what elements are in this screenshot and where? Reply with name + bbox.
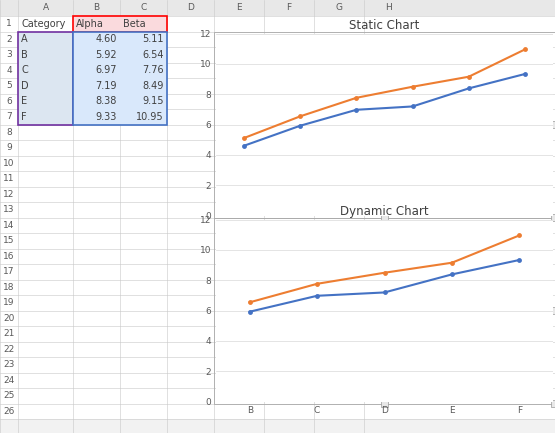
- Bar: [0, 171, 555, 187]
- Text: 17: 17: [3, 267, 15, 276]
- Bar: [381, 400, 388, 407]
- Text: 8: 8: [6, 128, 12, 137]
- Text: 6: 6: [6, 97, 12, 106]
- Bar: [0, 62, 555, 78]
- Bar: [0, 388, 555, 404]
- Text: 4: 4: [6, 66, 12, 75]
- Text: 20: 20: [3, 314, 14, 323]
- Bar: [0, 202, 555, 217]
- Bar: [381, 214, 388, 221]
- Bar: [214, 217, 555, 404]
- Text: 15: 15: [3, 236, 15, 245]
- Text: 16: 16: [3, 252, 15, 261]
- Bar: [0, 404, 555, 419]
- Text: 4.60: 4.60: [95, 34, 117, 44]
- Text: C: C: [140, 3, 147, 13]
- Text: 9: 9: [6, 143, 12, 152]
- Bar: [0, 109, 555, 125]
- Text: 5.11: 5.11: [143, 34, 164, 44]
- Text: D: D: [187, 3, 194, 13]
- Text: B: B: [93, 3, 99, 13]
- Text: 23: 23: [3, 360, 14, 369]
- Text: 9.15: 9.15: [143, 96, 164, 106]
- Bar: [0, 217, 555, 233]
- Text: 7.19: 7.19: [95, 81, 117, 91]
- Bar: [0, 372, 555, 388]
- Text: E: E: [21, 96, 27, 106]
- Bar: [0, 326, 555, 342]
- Text: 11: 11: [3, 174, 15, 183]
- Bar: [0, 187, 555, 202]
- Bar: [0, 0, 555, 16]
- Text: 6.54: 6.54: [143, 50, 164, 60]
- Bar: [0, 94, 555, 109]
- Text: A: A: [42, 3, 49, 13]
- Bar: [551, 121, 555, 128]
- Text: H: H: [386, 3, 392, 13]
- Bar: [0, 78, 555, 94]
- Text: 18: 18: [3, 283, 15, 292]
- Text: E: E: [236, 3, 242, 13]
- Bar: [214, 32, 555, 217]
- Text: 3: 3: [6, 50, 12, 59]
- Bar: [0, 140, 555, 155]
- Text: 8.38: 8.38: [95, 96, 117, 106]
- Text: Alpha: Alpha: [76, 19, 104, 29]
- Text: B: B: [21, 50, 28, 60]
- Legend: Alpha, Beta: Alpha, Beta: [324, 246, 445, 262]
- Text: G: G: [336, 3, 342, 13]
- Bar: [0, 32, 555, 47]
- Bar: [0, 357, 555, 372]
- Bar: [18, 32, 73, 125]
- Text: 21: 21: [3, 329, 14, 338]
- Text: 7.76: 7.76: [143, 65, 164, 75]
- Bar: [551, 214, 555, 221]
- Text: 9.33: 9.33: [95, 112, 117, 122]
- Title: Static Chart: Static Chart: [349, 19, 420, 32]
- Bar: [0, 16, 555, 32]
- Bar: [0, 47, 555, 62]
- Text: D: D: [21, 81, 29, 91]
- Bar: [0, 342, 555, 357]
- Text: A: A: [21, 34, 28, 44]
- Bar: [0, 125, 555, 140]
- Text: Category: Category: [21, 19, 65, 29]
- Bar: [73, 32, 167, 125]
- Bar: [0, 155, 555, 171]
- Bar: [0, 233, 555, 249]
- Title: Dynamic Chart: Dynamic Chart: [340, 205, 429, 218]
- Text: 24: 24: [3, 376, 14, 385]
- Legend: Alpha, Beta: Alpha, Beta: [324, 432, 445, 433]
- Bar: [551, 307, 555, 314]
- Text: Beta: Beta: [123, 19, 145, 29]
- Text: 19: 19: [3, 298, 15, 307]
- Text: 26: 26: [3, 407, 14, 416]
- Text: 14: 14: [3, 221, 14, 230]
- Bar: [73, 16, 167, 32]
- Text: 1: 1: [6, 19, 12, 28]
- Text: 12: 12: [3, 190, 14, 199]
- Text: 2: 2: [6, 35, 12, 44]
- Text: 10: 10: [3, 159, 15, 168]
- Bar: [0, 264, 555, 279]
- Text: 13: 13: [3, 205, 15, 214]
- Bar: [551, 400, 555, 407]
- Text: F: F: [21, 112, 27, 122]
- Text: 8.49: 8.49: [143, 81, 164, 91]
- Text: 22: 22: [3, 345, 14, 354]
- Text: 6.97: 6.97: [95, 65, 117, 75]
- Text: 25: 25: [3, 391, 14, 400]
- Bar: [0, 310, 555, 326]
- Text: C: C: [21, 65, 28, 75]
- Bar: [0, 279, 555, 295]
- Bar: [0, 295, 555, 310]
- Text: 5.92: 5.92: [95, 50, 117, 60]
- Text: F: F: [286, 3, 291, 13]
- Text: 5: 5: [6, 81, 12, 90]
- Bar: [0, 249, 555, 264]
- Text: 10.95: 10.95: [137, 112, 164, 122]
- Text: 7: 7: [6, 112, 12, 121]
